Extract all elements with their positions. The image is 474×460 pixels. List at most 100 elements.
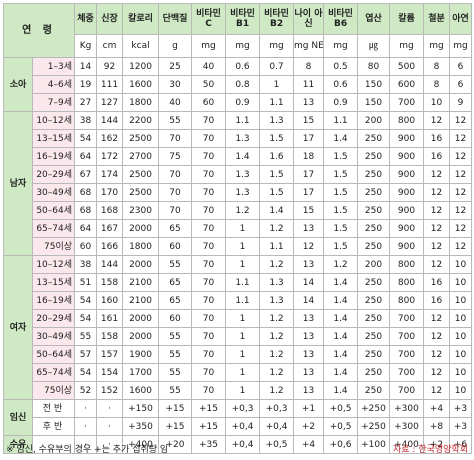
value-cell: 1.4 (323, 363, 359, 382)
table-row: 후 반 · · +350 +15 +15 +0,4 +0,4 +2 +0,5 +250 +300 +8 +… (4, 417, 473, 436)
value-cell: 162 (96, 129, 124, 148)
table-row: 13–15세 51 158 2100 65 70 1.1 1.3 14 1.4 250 800 16 10 (4, 273, 473, 292)
unit-cell: Kg (74, 34, 98, 58)
age-cell: 후 반 (31, 417, 76, 436)
age-cell: 전 반 (31, 399, 76, 418)
value-cell: 127 (96, 93, 124, 112)
header-cell: 비타민 C (191, 3, 227, 35)
value-cell: 1 (225, 363, 261, 382)
unit-cell: ㎍ (357, 34, 391, 58)
value-cell: 12 (449, 237, 473, 256)
table-row: 13–15세 54 162 2500 70 70 1.3 1.5 17 1.4 250 900 16 12 (4, 129, 473, 148)
header-cell: 단백질 (158, 3, 193, 35)
value-cell: 1800 (122, 93, 160, 112)
value-cell: 38 (74, 255, 98, 274)
value-cell: 900 (389, 201, 425, 220)
value-cell: +6 (449, 435, 473, 454)
value-cell: 16 (423, 129, 451, 148)
value-cell: 500 (389, 57, 425, 76)
value-cell: 200 (357, 111, 391, 130)
value-cell: 54 (74, 291, 98, 310)
source-credit: 자료 : 한국영양학회 (393, 445, 468, 455)
value-cell: 1.1 (225, 273, 261, 292)
value-cell: 13 (293, 255, 325, 274)
value-cell: 80 (357, 57, 391, 76)
value-cell: 12 (449, 201, 473, 220)
table-row: 여자 10–12세 38 144 2000 55 70 1 1.2 13 1.2 200 800 12 10 (3, 255, 473, 400)
value-cell: 900 (389, 219, 425, 238)
value-cell: 0.7 (259, 57, 295, 76)
value-cell: 0.5 (323, 57, 359, 76)
value-cell: 70 (158, 129, 193, 148)
value-cell: 700 (389, 327, 425, 346)
value-cell: 2100 (122, 291, 160, 310)
unit-cell: mg (259, 34, 295, 58)
value-cell: 70 (191, 345, 227, 364)
value-cell: 10 (449, 273, 473, 292)
value-cell: 1600 (122, 381, 160, 400)
table-row: 임신 전 반 · · +150 +15 +15 +0,3 +0,3 +1 +0,5 +250 +300 +… (3, 399, 473, 436)
unit-cell: mg (191, 34, 227, 58)
value-cell: 64 (74, 147, 98, 166)
value-cell: 12 (423, 327, 451, 346)
value-cell: 1.5 (323, 183, 359, 202)
value-cell: · (74, 399, 98, 418)
value-cell: 1.5 (323, 237, 359, 256)
value-cell: 12 (449, 219, 473, 238)
value-cell: 67 (74, 165, 98, 184)
value-cell: +0,3 (259, 399, 295, 418)
value-cell: +8 (423, 417, 451, 436)
value-cell: 2000 (122, 219, 160, 238)
value-cell: 900 (389, 129, 425, 148)
value-cell: 158 (96, 273, 124, 292)
value-cell: 1.5 (259, 183, 295, 202)
value-cell: 0.9 (225, 93, 261, 112)
value-cell: 1 (225, 237, 261, 256)
value-cell: 2300 (122, 201, 160, 220)
value-cell: 1.3 (259, 273, 295, 292)
age-cell: 50–64세 (31, 345, 76, 364)
value-cell: · (74, 417, 98, 436)
header-cell: 칼로리 (122, 3, 160, 35)
value-cell: 12 (423, 183, 451, 202)
table-row: 50–64세 68 168 2300 70 70 1.2 1.4 15 1.5 250 900 12 12 (4, 201, 473, 220)
value-cell: 70 (158, 201, 193, 220)
value-cell: 1.4 (323, 327, 359, 346)
value-cell: 12 (423, 111, 451, 130)
value-cell: 2000 (122, 327, 160, 346)
value-cell: 70 (191, 201, 227, 220)
value-cell: 10 (449, 309, 473, 328)
value-cell: +0,6 (323, 435, 359, 454)
value-cell: 250 (357, 381, 391, 400)
group-label: 남자 (3, 111, 33, 256)
value-cell: 700 (389, 363, 425, 382)
value-cell: +1 (293, 399, 325, 418)
age-cell: 65–74세 (31, 363, 76, 382)
value-cell: 158 (96, 327, 124, 346)
header-cell: 철분 (423, 3, 451, 35)
value-cell: 12 (449, 183, 473, 202)
value-cell: 12 (423, 363, 451, 382)
value-cell: 10 (449, 345, 473, 364)
value-cell: 70 (191, 183, 227, 202)
value-cell: 0.8 (225, 75, 261, 94)
value-cell: 900 (389, 147, 425, 166)
value-cell: 1.4 (323, 273, 359, 292)
value-cell: +35 (191, 435, 227, 454)
value-cell: 75 (158, 147, 193, 166)
age-cell: 10–12세 (31, 255, 76, 274)
value-cell: +15 (158, 399, 193, 418)
value-cell: 111 (96, 75, 124, 94)
value-cell: 2200 (122, 111, 160, 130)
value-cell: 54 (74, 363, 98, 382)
value-cell: 160 (96, 291, 124, 310)
value-cell: 800 (389, 291, 425, 310)
value-cell: 1.4 (323, 309, 359, 328)
value-cell: 1 (259, 75, 295, 94)
value-cell: 800 (389, 255, 425, 274)
value-cell: 800 (389, 111, 425, 130)
value-cell: +0,5 (323, 417, 359, 436)
value-cell: 250 (357, 165, 391, 184)
value-cell: 1 (225, 255, 261, 274)
value-cell: 0.6 (225, 57, 261, 76)
